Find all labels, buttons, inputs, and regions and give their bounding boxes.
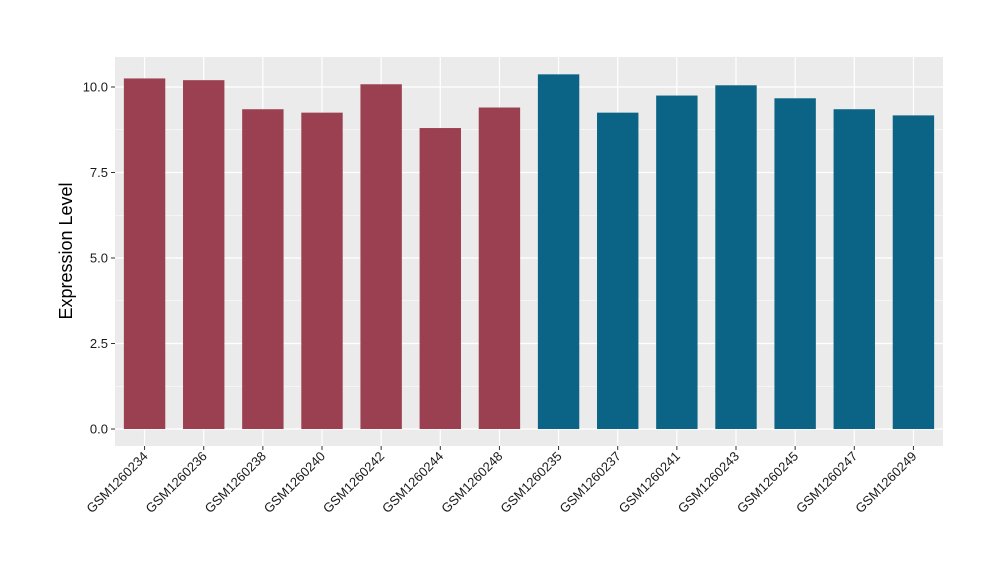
x-tick-label: GSM1260241 — [616, 449, 683, 516]
bar-gsm1260238 — [242, 109, 284, 429]
bar-gsm1260245 — [774, 98, 816, 429]
x-tick-label: GSM1260244 — [379, 449, 446, 516]
bars — [123, 74, 935, 430]
x-tick-label: GSM1260238 — [202, 449, 269, 516]
bar-gsm1260235 — [537, 74, 580, 429]
x-tick-label: GSM1260249 — [852, 449, 919, 516]
bar-gsm1260248 — [478, 107, 521, 430]
bar-gsm1260247 — [833, 109, 875, 429]
x-tick-label: GSM1260235 — [497, 449, 564, 516]
y-tick-label: 7.5 — [90, 165, 108, 180]
bar-gsm1260244 — [419, 128, 461, 430]
y-axis: 0.0 2.5 5.0 7.5 10.0 — [83, 80, 115, 437]
x-tick-label: GSM1260242 — [320, 449, 387, 516]
bar-gsm1260243 — [715, 85, 757, 429]
y-axis-title: Expression Level — [56, 182, 76, 319]
bar-gsm1260237 — [597, 112, 639, 430]
x-tick-label: GSM1260243 — [675, 449, 742, 516]
y-tick-label: 10.0 — [83, 80, 108, 95]
bar-gsm1260236 — [183, 80, 225, 429]
bar-gsm1260249 — [892, 115, 935, 430]
x-tick-label: GSM1260245 — [734, 449, 801, 516]
bar-gsm1260234 — [123, 78, 166, 429]
y-tick-label: 5.0 — [90, 251, 108, 266]
x-tick-label: GSM1260248 — [438, 449, 505, 516]
y-tick-label: 2.5 — [90, 336, 108, 351]
bar-gsm1260240 — [301, 112, 343, 430]
x-axis: GSM1260234GSM1260236GSM1260238GSM1260240… — [83, 446, 920, 516]
x-tick-label: GSM1260236 — [142, 449, 209, 516]
x-tick-label: GSM1260237 — [556, 449, 623, 516]
bar-gsm1260242 — [360, 84, 402, 429]
x-tick-label: GSM1260247 — [793, 449, 860, 516]
x-tick-label: GSM1260234 — [83, 449, 150, 516]
x-tick-label: GSM1260240 — [261, 449, 328, 516]
plot-panel — [115, 57, 943, 446]
y-tick-label: 0.0 — [90, 422, 108, 437]
bar-gsm1260241 — [656, 95, 698, 430]
